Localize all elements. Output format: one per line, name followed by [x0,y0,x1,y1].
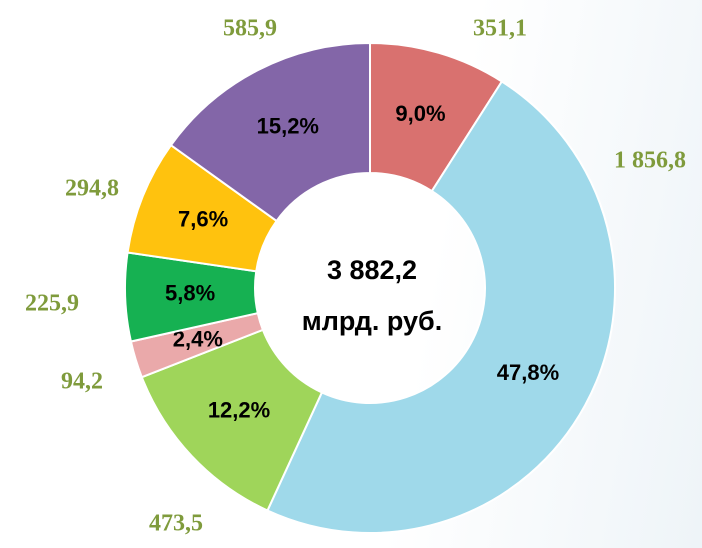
value-label: 351,1 [473,16,527,42]
share-label: 7,6% [178,206,228,231]
value-label: 294,8 [65,176,119,202]
value-label: 473,5 [149,511,203,537]
donut-segment [169,41,371,223]
share-label: 5,8% [165,281,215,306]
value-label: 585,9 [223,16,277,42]
donut-segment [266,80,616,534]
center-total: 3 882,2 [327,255,417,285]
center-unit: млрд. руб. [302,306,442,336]
value-label: 1 856,8 [614,148,686,174]
share-label: 15,2% [257,114,319,139]
share-label: 47,8% [497,360,559,385]
share-label: 12,2% [208,397,270,422]
share-label: 9,0% [395,101,445,126]
value-label: 94,2 [61,369,103,395]
donut-segment [140,328,324,512]
value-label: 225,9 [25,291,79,317]
